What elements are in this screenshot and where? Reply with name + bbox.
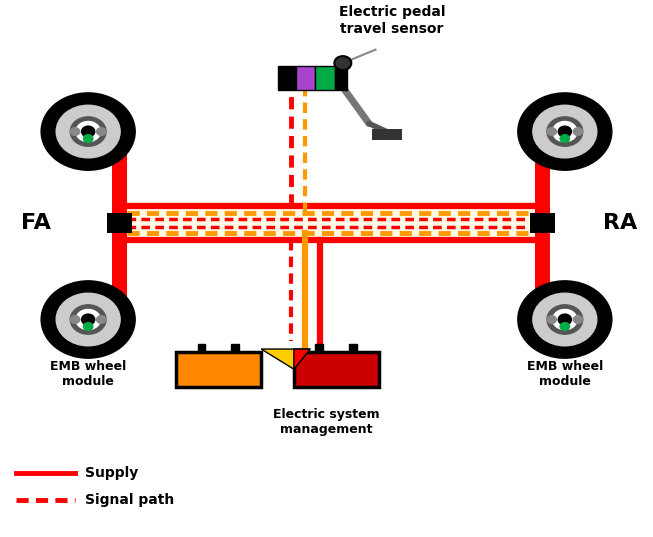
- Circle shape: [71, 117, 106, 146]
- Bar: [530, 122, 555, 141]
- Circle shape: [97, 128, 106, 135]
- Circle shape: [56, 105, 120, 158]
- Circle shape: [41, 93, 135, 170]
- Text: Electric system
management: Electric system management: [273, 408, 380, 436]
- Bar: [107, 310, 132, 329]
- Circle shape: [558, 314, 571, 325]
- Bar: [127, 202, 535, 243]
- Circle shape: [533, 105, 597, 158]
- Bar: [107, 213, 132, 233]
- Bar: [315, 66, 335, 90]
- Bar: [372, 129, 402, 140]
- Circle shape: [97, 316, 106, 323]
- Circle shape: [547, 128, 556, 135]
- Circle shape: [84, 135, 93, 142]
- Bar: [315, 344, 323, 352]
- Circle shape: [76, 309, 101, 330]
- Circle shape: [71, 316, 80, 323]
- Polygon shape: [261, 349, 310, 369]
- Bar: [112, 132, 127, 320]
- Text: EMB wheel
module: EMB wheel module: [50, 360, 126, 388]
- Bar: [530, 310, 555, 329]
- Bar: [176, 352, 261, 387]
- Circle shape: [518, 281, 612, 358]
- Circle shape: [547, 316, 556, 323]
- Circle shape: [547, 305, 582, 334]
- Circle shape: [82, 126, 95, 137]
- Circle shape: [518, 93, 612, 170]
- Circle shape: [334, 56, 351, 70]
- Circle shape: [76, 121, 101, 142]
- Text: Electric pedal
travel sensor: Electric pedal travel sensor: [338, 5, 445, 35]
- Circle shape: [547, 117, 582, 146]
- Circle shape: [560, 135, 569, 142]
- Circle shape: [552, 309, 577, 330]
- Circle shape: [573, 316, 582, 323]
- Bar: [232, 344, 240, 352]
- Circle shape: [56, 293, 120, 346]
- Bar: [349, 344, 357, 352]
- Bar: [278, 66, 296, 90]
- Circle shape: [558, 126, 571, 137]
- Bar: [335, 66, 347, 90]
- Bar: [294, 352, 379, 387]
- Circle shape: [573, 128, 582, 135]
- Text: FA: FA: [21, 213, 51, 233]
- Circle shape: [71, 128, 80, 135]
- Bar: [296, 66, 315, 90]
- Text: EMB wheel
module: EMB wheel module: [527, 360, 603, 388]
- Bar: [197, 344, 206, 352]
- Bar: [535, 132, 550, 320]
- Text: Supply: Supply: [85, 466, 138, 480]
- Text: RA: RA: [603, 213, 637, 233]
- Circle shape: [84, 323, 93, 330]
- Bar: [530, 213, 555, 233]
- Text: Signal path: Signal path: [85, 494, 174, 507]
- Circle shape: [552, 121, 577, 142]
- Circle shape: [41, 281, 135, 358]
- Circle shape: [82, 314, 95, 325]
- Polygon shape: [294, 349, 310, 369]
- Circle shape: [533, 293, 597, 346]
- Circle shape: [71, 305, 106, 334]
- Bar: [107, 122, 132, 141]
- Circle shape: [560, 323, 569, 330]
